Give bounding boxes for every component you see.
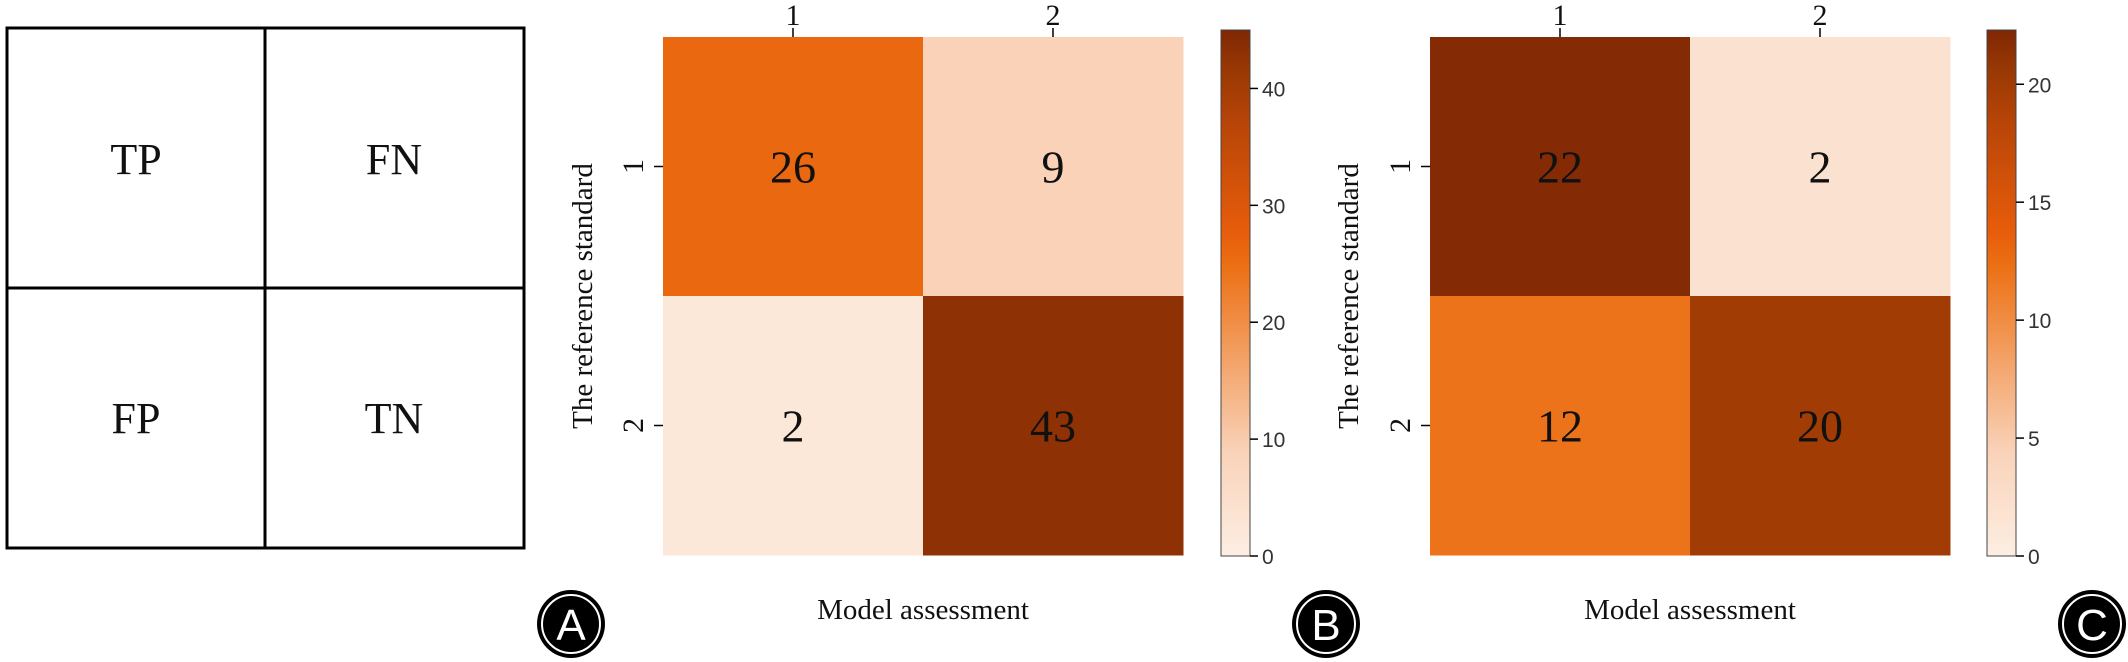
x-tick-label: 1 (786, 0, 801, 32)
panel-badge-letter: C (2076, 601, 2108, 650)
y-tick-label: 1 (1384, 159, 1417, 174)
colorbar-tick-label: 10 (2028, 310, 2051, 333)
cell-value-label: 43 (1030, 401, 1076, 452)
heatmap-cell (1690, 37, 1951, 297)
panel-a-badge: A (537, 590, 605, 658)
heatmap-cell (1430, 37, 1691, 297)
y-axis-label: The reference standard (1333, 163, 1365, 429)
panel-badge-circle (1292, 590, 1360, 658)
panel-a-badge-ring (541, 594, 601, 654)
x-tick-label: 2 (1046, 0, 1061, 32)
panel-badge-circle (2058, 590, 2126, 658)
colorbar-tick-label: 10 (1262, 429, 1285, 452)
panel-a-badge-circle (537, 590, 605, 658)
heatmap-cell (1430, 296, 1691, 556)
cell-value-label: 9 (1042, 142, 1065, 193)
x-axis-label: Model assessment (1584, 594, 1796, 626)
x-tick-label: 1 (1553, 0, 1568, 32)
colorbar-tick-label: 0 (1262, 546, 1274, 569)
heatmap-cell (663, 296, 924, 556)
panel-badge-ring (2062, 594, 2122, 654)
cell-value-label: 2 (782, 401, 805, 452)
y-tick-label: 2 (617, 418, 650, 433)
colorbar-tick-label: 40 (1262, 78, 1285, 101)
heatmap-cell (1690, 296, 1951, 556)
heatmap-cell (923, 37, 1184, 297)
heatmap-cell (663, 37, 924, 297)
cell-value-label: 20 (1797, 401, 1843, 452)
y-tick-label: 2 (1384, 418, 1417, 433)
x-axis-label: Model assessment (817, 594, 1029, 626)
cell-fn-label: FN (366, 135, 422, 184)
panel-a-legend-grid: TP FN FP TN A (5, 26, 605, 658)
heatmap-cell (923, 296, 1184, 556)
panel-badge-letter: B (1311, 601, 1340, 650)
y-axis-label: The reference standard (567, 163, 599, 429)
colorbar-tick-label: 30 (1262, 195, 1285, 218)
cell-value-label: 12 (1537, 401, 1583, 452)
cell-value-label: 22 (1537, 142, 1583, 193)
panel-a-badge-letter: A (556, 601, 586, 650)
cell-fp-label: FP (112, 394, 161, 443)
panel-badge-ring (1296, 594, 1356, 654)
colorbar-tick-label: 0 (2028, 546, 2040, 569)
cell-tp-label: TP (110, 135, 161, 184)
colorbar (1986, 29, 2017, 557)
colorbar-tick-label: 5 (2028, 428, 2040, 451)
colorbar-tick-label: 20 (2028, 74, 2051, 97)
colorbar-tick-label: 15 (2028, 192, 2051, 215)
cell-value-label: 26 (770, 142, 816, 193)
cell-value-label: 2 (1809, 142, 1832, 193)
y-tick-label: 1 (617, 159, 650, 174)
colorbar (1220, 29, 1251, 557)
panel-badge: C (2058, 590, 2126, 658)
panel-badge: B (1292, 590, 1360, 658)
cell-tn-label: TN (365, 394, 424, 443)
colorbar-tick-label: 20 (1262, 312, 1285, 335)
panel-b-heatmap: 26 9 2 43 1 2 1 2 The reference standard Model as… (567, 0, 1360, 658)
x-tick-label: 2 (1813, 0, 1828, 32)
